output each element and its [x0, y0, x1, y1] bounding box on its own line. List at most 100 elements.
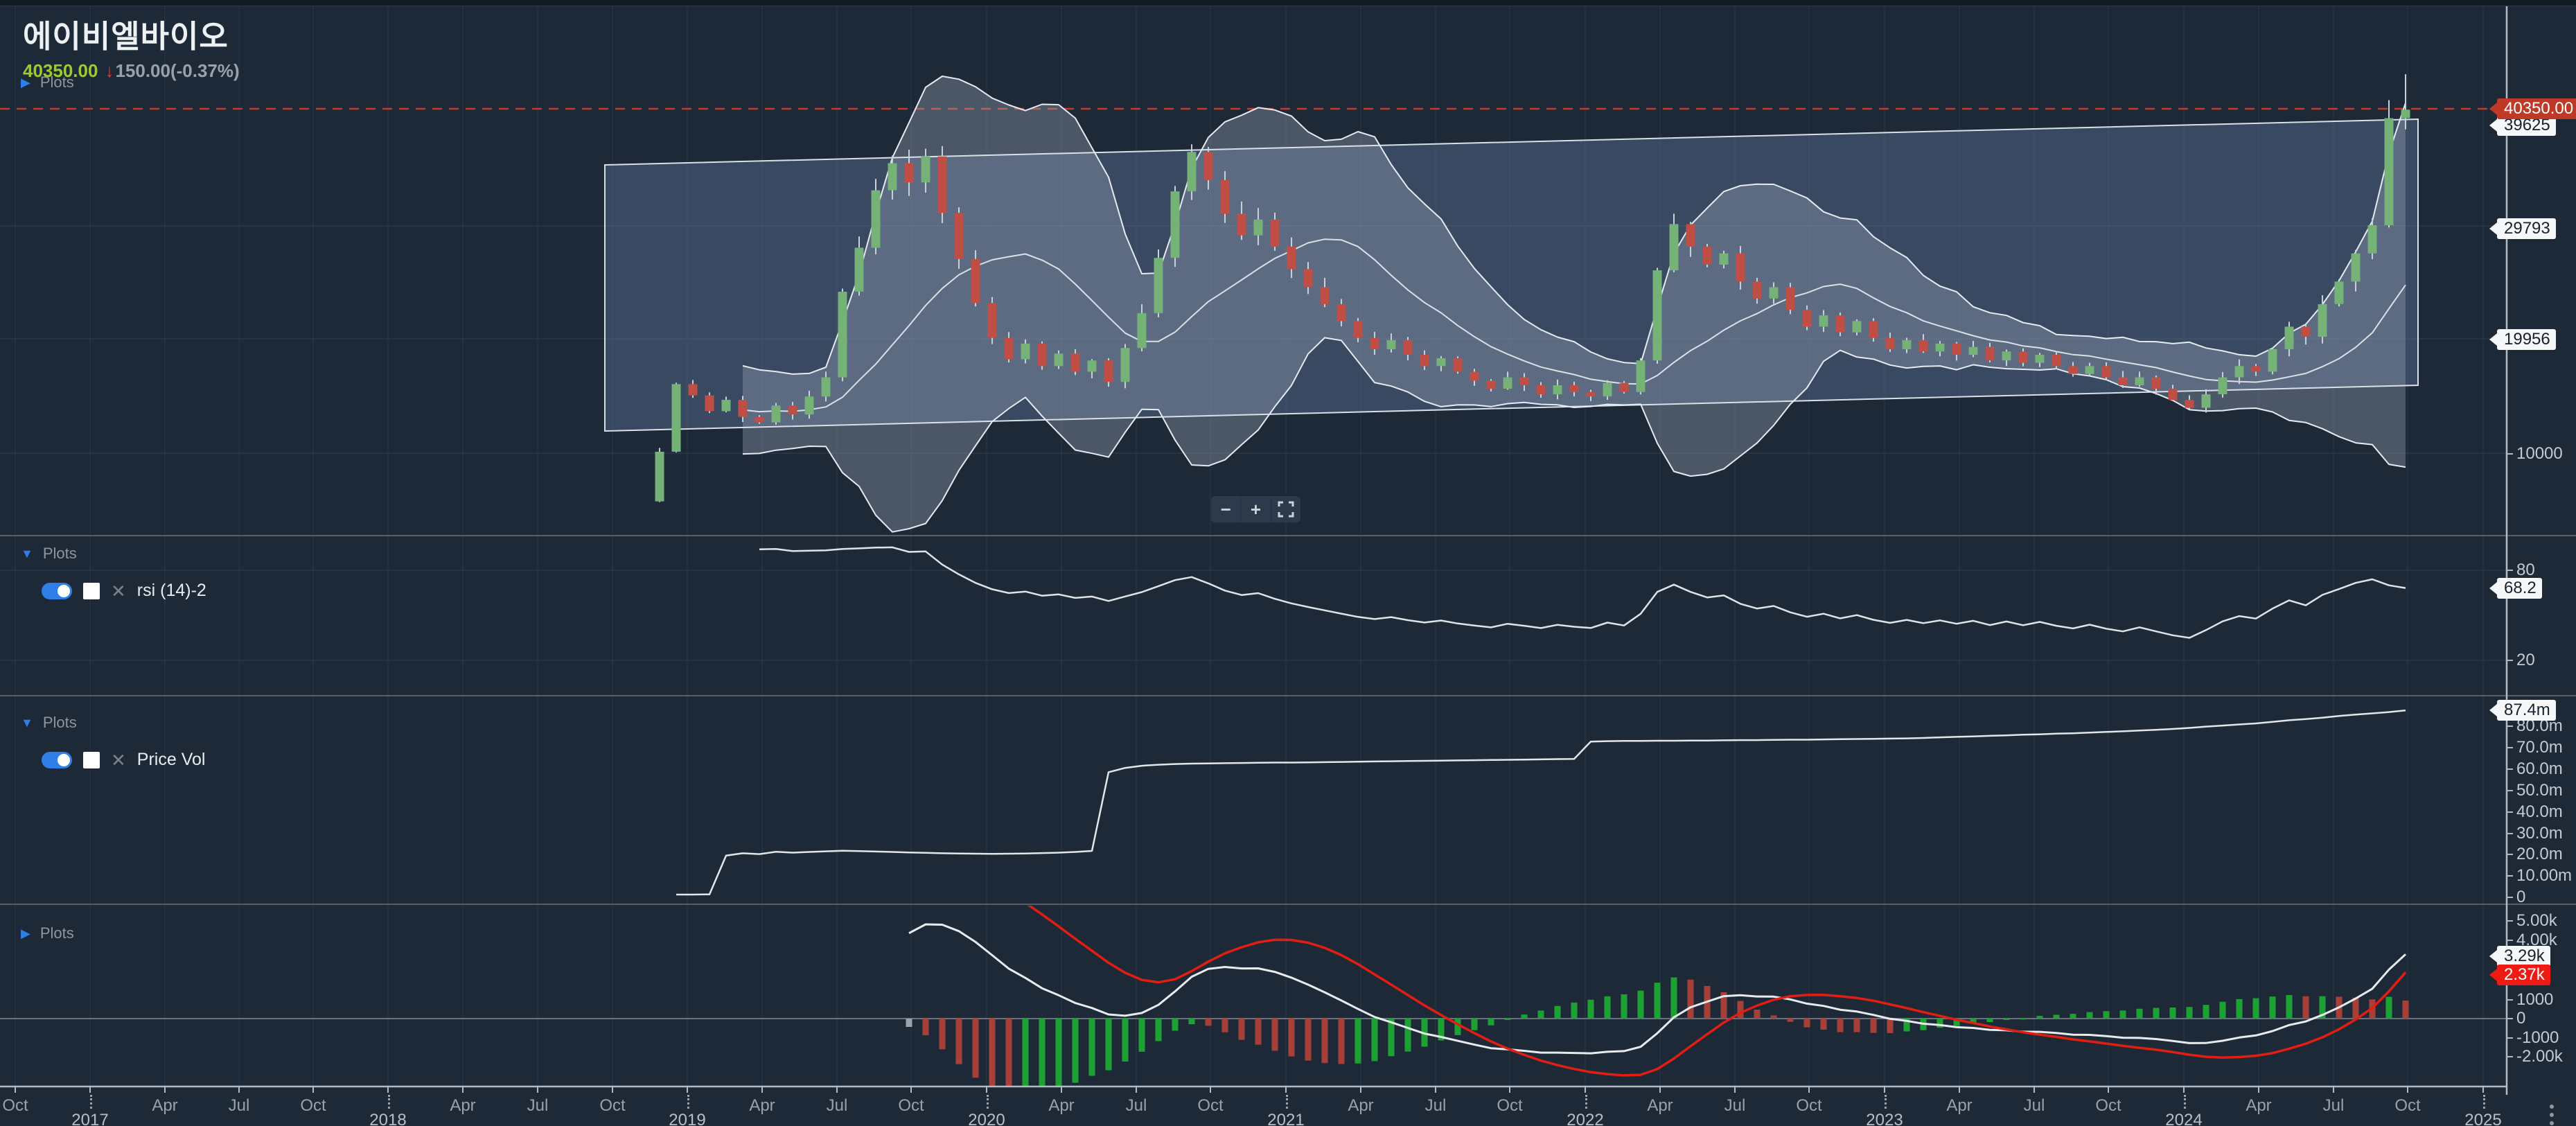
time-year-label[interactable]: 2019: [669, 1111, 706, 1126]
expanded-triangle-icon: ▼: [21, 546, 33, 561]
axis-tick-label: 30.0m: [2516, 824, 2563, 843]
zoom-out-button[interactable]: −: [1211, 496, 1242, 522]
time-year-label[interactable]: 2021: [1267, 1111, 1305, 1126]
price-badge: 2.37k: [2497, 965, 2550, 985]
time-quarter-label[interactable]: Oct: [2, 1096, 28, 1115]
time-quarter-label[interactable]: Apr: [450, 1096, 476, 1115]
year-dotted-tick-icon: [1885, 1095, 1887, 1109]
price-badge: 19956: [2497, 329, 2556, 350]
time-quarter-label[interactable]: Oct: [2095, 1096, 2121, 1115]
time-year-label[interactable]: 2022: [1567, 1111, 1604, 1126]
vol-series-label: Price Vol: [136, 750, 206, 769]
year-dotted-tick-icon: [2483, 1095, 2485, 1109]
time-year-label[interactable]: 2024: [2165, 1111, 2203, 1126]
zoom-in-button[interactable]: +: [1241, 496, 1271, 522]
zoom-toolbar: − +: [1211, 496, 1300, 522]
symbol-header: 에이비엘바이오 40350.00 ↓150.00(-0.37%): [23, 11, 240, 82]
rsi-color-swatch[interactable]: [83, 582, 100, 599]
time-year-label[interactable]: 2025: [2464, 1111, 2502, 1126]
time-quarter-label[interactable]: Apr: [749, 1096, 775, 1115]
fullscreen-button[interactable]: [1271, 496, 1300, 522]
rsi-remove-icon[interactable]: ✕: [111, 580, 126, 601]
time-quarter-label[interactable]: Jul: [1724, 1096, 1746, 1115]
time-quarter-label[interactable]: Oct: [2394, 1096, 2421, 1115]
time-quarter-label[interactable]: Oct: [1497, 1096, 1523, 1115]
time-quarter-label[interactable]: Oct: [300, 1096, 326, 1115]
expanded-triangle-icon: ▼: [21, 715, 33, 730]
vol-plots-toggle[interactable]: ▼ Plots: [21, 714, 77, 732]
time-quarter-label[interactable]: Jul: [1125, 1096, 1147, 1115]
time-quarter-label[interactable]: Oct: [1197, 1096, 1224, 1115]
axis-tick-label: 20.0m: [2516, 845, 2563, 863]
axis-tick-label: 60.0m: [2516, 759, 2563, 778]
time-quarter-label[interactable]: Jul: [228, 1096, 250, 1115]
time-year-label[interactable]: 2023: [1866, 1111, 1903, 1126]
axis-tick-label: 40.0m: [2516, 802, 2563, 821]
year-dotted-tick-icon: [987, 1095, 989, 1109]
vol-color-swatch[interactable]: [83, 751, 100, 768]
plots-label: Plots: [42, 714, 77, 731]
year-dotted-tick-icon: [1286, 1095, 1288, 1109]
collapsed-triangle-icon: ▶: [21, 75, 30, 89]
axis-tick-label: 50.0m: [2516, 781, 2563, 800]
time-quarter-label[interactable]: Apr: [1946, 1096, 1973, 1115]
time-year-label[interactable]: 2018: [369, 1111, 407, 1126]
time-quarter-label[interactable]: Oct: [599, 1096, 626, 1115]
axis-tick-label: -1000: [2516, 1028, 2559, 1047]
macd-plots-toggle[interactable]: ▶ Plots: [21, 924, 74, 942]
year-dotted-tick-icon: [687, 1095, 689, 1109]
time-quarter-label[interactable]: Jul: [527, 1096, 549, 1115]
rsi-visibility-toggle[interactable]: [42, 582, 72, 599]
time-quarter-label[interactable]: Apr: [152, 1096, 178, 1115]
time-quarter-label[interactable]: Apr: [2246, 1096, 2272, 1115]
vol-visibility-toggle[interactable]: [42, 751, 72, 768]
axis-tick-label: -2.00k: [2516, 1047, 2563, 1066]
change-down-arrow-icon: ↓: [105, 60, 114, 81]
plots-label: Plots: [42, 545, 77, 562]
axis-tick-label: 10.00m: [2516, 866, 2573, 885]
top-strip: [0, 0, 2576, 6]
time-year-label[interactable]: 2020: [968, 1111, 1005, 1126]
axis-tick-label: 5.00k: [2516, 911, 2557, 930]
axis-tick-label: 80: [2516, 561, 2535, 579]
price-badge: 3.29k: [2497, 946, 2550, 967]
time-quarter-label[interactable]: Jul: [2322, 1096, 2345, 1115]
axis-menu-kebab-icon[interactable]: [2548, 1105, 2555, 1125]
axis-tick-label: 10000: [2516, 444, 2563, 463]
price-badge: 68.2: [2497, 578, 2542, 599]
last-price: 40350.00: [23, 60, 98, 81]
time-year-label[interactable]: 2017: [71, 1111, 109, 1126]
vol-legend-row: ✕ Price Vol: [42, 750, 205, 770]
axis-tick-label: 0: [2516, 888, 2526, 906]
year-dotted-tick-icon: [388, 1095, 390, 1109]
axis-tick-label: 0: [2516, 1009, 2526, 1028]
rsi-legend-row: ✕ rsi (14)-2: [42, 581, 206, 601]
price-badge: 29793: [2497, 218, 2556, 239]
symbol-title: 에이비엘바이오: [23, 19, 229, 54]
collapsed-triangle-icon: ▶: [21, 926, 30, 940]
price-change: 150.00(-0.37%): [115, 60, 240, 81]
plots-label: Plots: [39, 73, 74, 91]
time-quarter-label[interactable]: Jul: [1424, 1096, 1447, 1115]
time-quarter-label[interactable]: Oct: [1796, 1096, 1822, 1115]
time-quarter-label[interactable]: Apr: [1647, 1096, 1673, 1115]
main-plots-toggle[interactable]: ▶ Plots: [21, 73, 74, 91]
rsi-series-label: rsi (14)-2: [136, 581, 206, 600]
axis-tick-label: 20: [2516, 651, 2535, 669]
plots-label: Plots: [39, 924, 74, 942]
vol-remove-icon[interactable]: ✕: [111, 749, 126, 771]
rsi-plots-toggle[interactable]: ▼ Plots: [21, 545, 77, 563]
fullscreen-icon: [1278, 501, 1294, 518]
price-badge: 40350.00: [2497, 98, 2576, 119]
year-dotted-tick-icon: [2184, 1095, 2186, 1109]
price-badge: 87.4m: [2497, 700, 2556, 721]
axis-tick-label: 1000: [2516, 990, 2554, 1009]
time-quarter-label[interactable]: Oct: [898, 1096, 924, 1115]
axis-tick-label: 70.0m: [2516, 738, 2563, 757]
time-quarter-label[interactable]: Apr: [1348, 1096, 1374, 1115]
time-quarter-label[interactable]: Apr: [1048, 1096, 1075, 1115]
time-quarter-label[interactable]: Jul: [826, 1096, 848, 1115]
time-quarter-label[interactable]: Jul: [2023, 1096, 2045, 1115]
